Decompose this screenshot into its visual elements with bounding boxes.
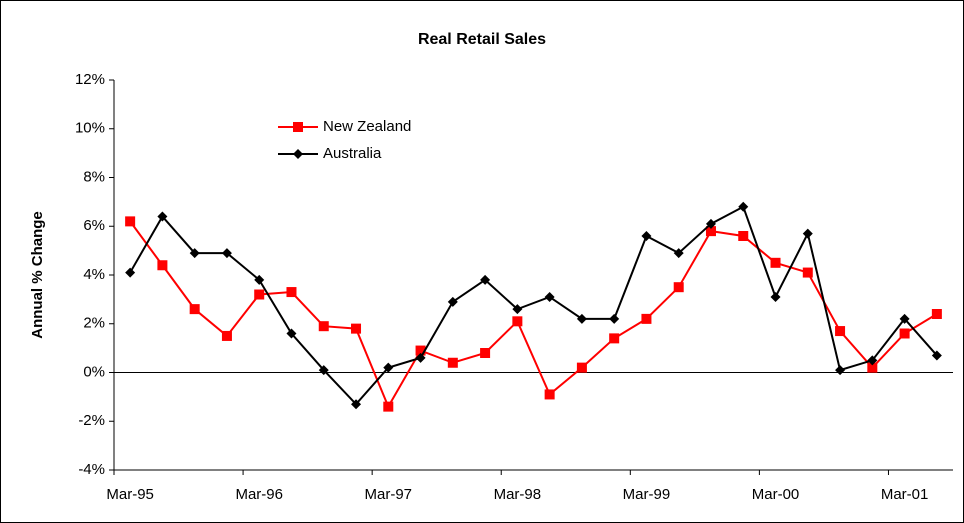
x-tick-label: Mar-95: [106, 486, 154, 503]
marker: [802, 228, 813, 239]
x-tick-label: Mar-01: [881, 486, 929, 503]
x-tick-label: Mar-00: [752, 486, 800, 503]
marker: [641, 231, 652, 241]
marker: [641, 313, 652, 324]
marker: [867, 362, 878, 373]
marker: [512, 316, 523, 327]
marker: [157, 260, 168, 271]
marker: [286, 287, 297, 298]
x-tick-label: Mar-99: [623, 486, 671, 503]
marker: [221, 330, 232, 341]
y-tick-label: -2%: [78, 412, 105, 429]
marker: [383, 401, 394, 412]
marker: [512, 304, 523, 315]
marker: [544, 389, 555, 400]
marker: [447, 296, 458, 307]
marker: [899, 328, 910, 339]
marker: [189, 248, 200, 259]
marker: [705, 218, 716, 229]
marker: [738, 231, 749, 241]
marker: [293, 149, 303, 159]
marker: [480, 274, 491, 285]
marker: [157, 211, 168, 222]
marker: [318, 365, 329, 376]
marker: [544, 291, 555, 302]
marker: [383, 362, 394, 373]
y-tick-label: 2%: [83, 315, 105, 332]
y-tick-label: 12%: [75, 71, 105, 88]
marker: [447, 357, 458, 368]
marker: [931, 350, 942, 361]
marker: [125, 267, 136, 278]
y-tick-label: 0%: [83, 363, 105, 380]
marker: [254, 274, 265, 285]
marker: [802, 267, 813, 278]
marker: [867, 355, 878, 366]
marker: [286, 328, 297, 339]
marker: [931, 309, 942, 319]
marker: [125, 216, 136, 227]
y-tick-label: 4%: [83, 266, 105, 283]
series-line: [129, 205, 938, 406]
marker: [221, 248, 232, 259]
marker: [351, 399, 362, 410]
marker: [705, 226, 716, 237]
marker: [576, 313, 587, 324]
marker: [609, 333, 620, 344]
marker: [835, 326, 846, 337]
y-axis-label: Annual % Change: [29, 211, 46, 339]
legend-label: New Zealand: [323, 118, 411, 135]
marker: [318, 321, 329, 332]
x-tick-label: Mar-98: [494, 486, 542, 503]
y-tick-label: 8%: [83, 168, 105, 185]
x-tick-label: Mar-97: [365, 486, 413, 503]
marker: [480, 348, 491, 358]
marker: [415, 352, 426, 363]
marker: [189, 304, 200, 315]
marker: [576, 362, 587, 373]
x-tick-label: Mar-96: [235, 486, 283, 503]
chart-title: Real Retail Sales: [418, 31, 546, 48]
marker: [293, 122, 303, 132]
marker: [254, 289, 265, 300]
y-tick-label: 10%: [75, 120, 105, 137]
marker: [415, 345, 426, 356]
marker: [673, 248, 684, 259]
series-line: [129, 220, 938, 409]
marker: [738, 201, 749, 212]
y-tick-label: -4%: [78, 461, 105, 478]
marker: [351, 323, 362, 334]
marker: [609, 313, 620, 324]
legend-label: Australia: [323, 145, 382, 162]
marker: [770, 291, 781, 302]
y-tick-label: 6%: [83, 217, 105, 234]
marker: [673, 282, 684, 293]
marker: [770, 257, 781, 268]
marker: [835, 365, 846, 376]
marker: [899, 313, 910, 324]
